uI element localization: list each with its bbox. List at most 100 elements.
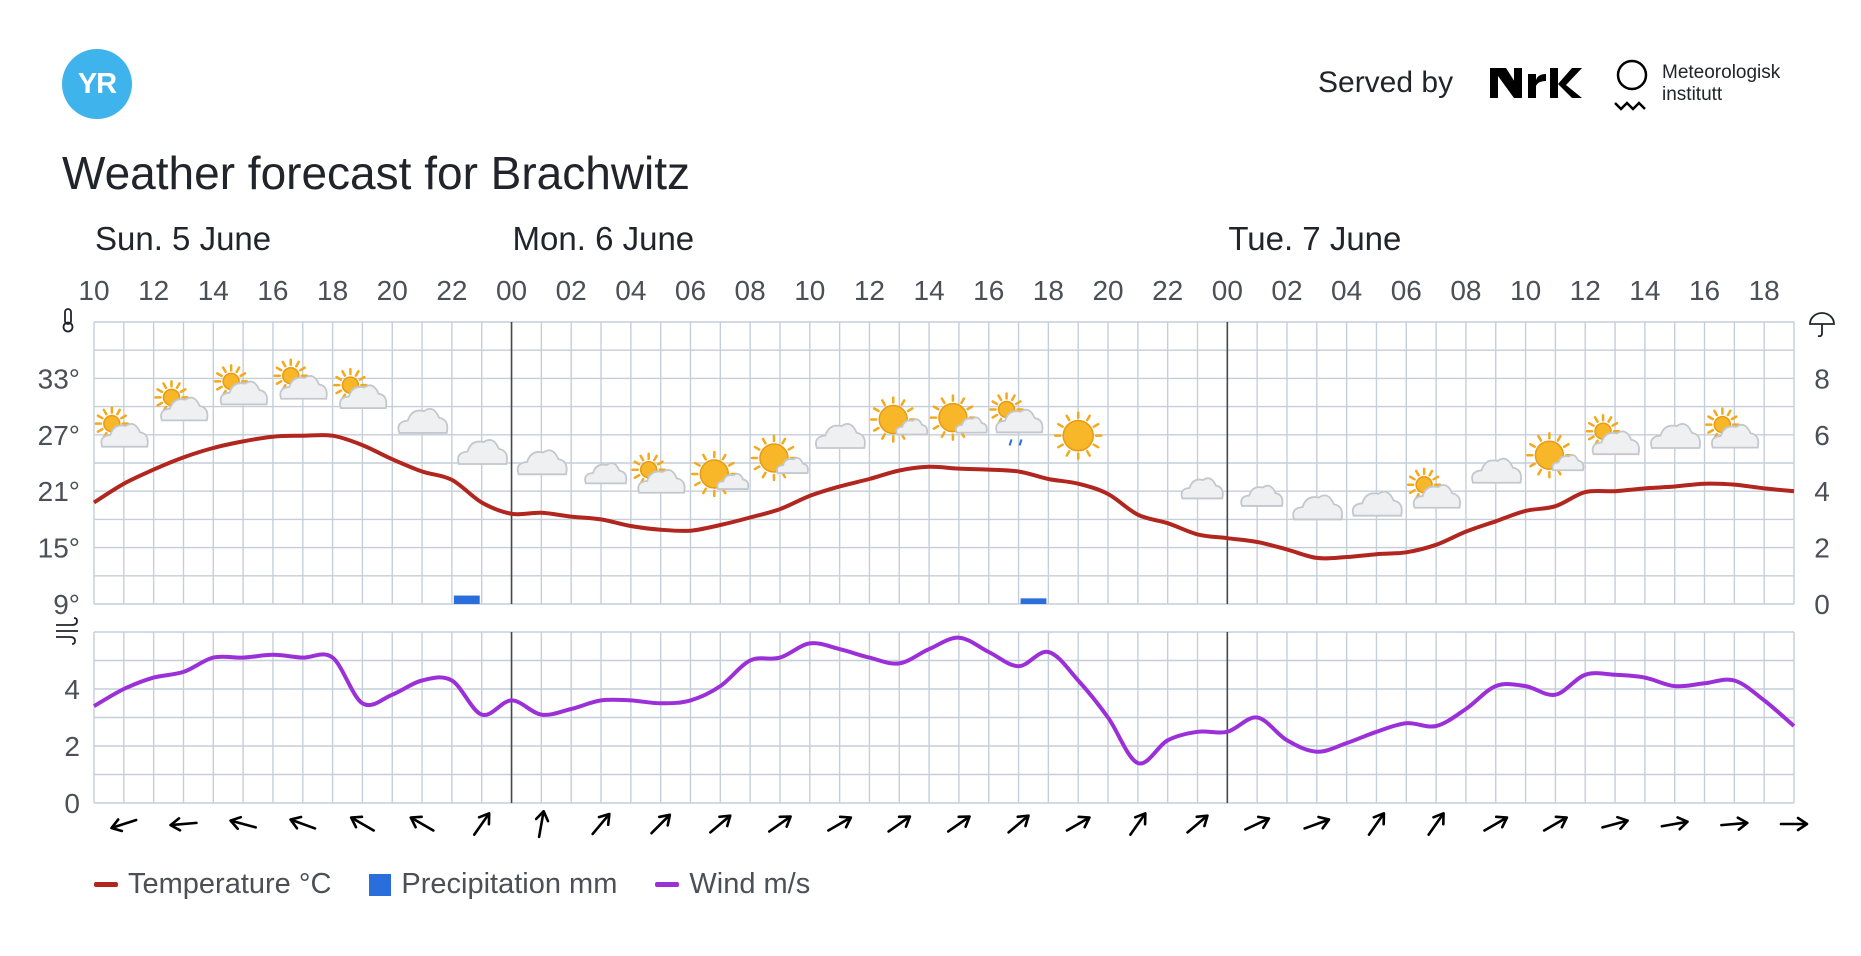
cloud-shape [160,396,209,422]
light-rain-showers-icon [989,392,1044,446]
wind-arrow-head [1372,812,1386,826]
hour-tick-label: 14 [1629,275,1660,306]
wind-direction-arrow [1779,816,1809,832]
precipitation-bar [1020,598,1047,604]
sun-ray [1529,442,1536,448]
yr-logo[interactable]: YR [62,49,132,119]
wind-direction-arrow [169,817,198,832]
hour-tick-label: 10 [78,275,109,306]
wind-line [93,635,1796,766]
partly-cloudy-day-icon [1585,413,1640,456]
moon-shape [1181,467,1191,486]
wind-arrow-head [1736,816,1749,831]
wind-icon-stroke [56,617,78,626]
wind-arrow-shaft [591,814,610,836]
thermometer-tube [64,308,72,325]
sun-ray [966,405,974,411]
cloud-shape [339,384,388,410]
sun-ray [639,454,645,462]
wind-icon-stroke [56,636,76,645]
temperature-tick-label: 33° [38,363,80,394]
wind-direction-arrow [1601,815,1629,831]
wind-arrow-shaft [1601,819,1627,829]
wind-direction-arrow [1065,815,1091,832]
sun-ray [940,397,946,405]
wind-direction-arrow [229,815,257,831]
legend-item-precipitation: Precipitation mm [369,868,617,901]
page-title: Weather forecast for Brachwitz [62,147,691,199]
sun-ray [694,481,701,487]
wind-arrow-head [1133,812,1147,826]
wind-arrow-shaft [946,816,970,833]
wind-direction-arrow [1186,814,1209,834]
sun-ray [872,407,880,413]
wind-direction-arrow [887,815,912,833]
temperature-tick-label: 9° [53,589,80,620]
wind-arrow-head [1317,815,1331,830]
umbrella-icon [1809,312,1835,338]
sun-ray [358,375,366,381]
sun-ray [1556,434,1562,442]
wind-direction-arrow [768,815,792,833]
sun-ray [753,465,761,471]
hour-tick-label: 10 [1510,275,1541,306]
legend-label-temperature: Temperature °C [128,868,332,900]
partly-cloudy-day-icon [213,364,268,406]
cloud-shape [279,375,328,400]
cloud-shape [716,472,750,490]
cloud-shape [1711,423,1760,449]
umbrella-handle [1817,324,1823,338]
wind-direction-arrow [1427,812,1445,836]
sun-ray [116,408,122,416]
partly-cloudy-day-icon [154,380,209,422]
wind-arrow-shaft [887,816,910,833]
wind-direction-arrow [1483,815,1509,832]
wind-direction-arrow [534,809,550,839]
sun-ray [881,399,887,407]
sun-ray [156,388,164,394]
sun-ray [1428,469,1434,477]
hour-tick-label: 18 [317,275,348,306]
sun-ray [1057,443,1064,449]
hour-tick-label: 14 [914,275,945,306]
cloud-shape [1591,430,1640,456]
sun-ray [787,445,795,451]
met-institutt-logo[interactable] [1612,58,1652,114]
served-by-label: Served by [1318,66,1454,99]
sun-ray [275,366,283,372]
nrk-logo[interactable] [1490,66,1584,98]
hour-tick-label: 04 [1331,275,1362,306]
sun-ray [281,360,287,368]
cloud-shape [1650,423,1701,449]
hour-tick-label: 08 [735,275,766,306]
sun-ray [1537,468,1543,476]
cloud-shape [584,462,628,485]
cloudy-icon [1650,423,1701,449]
wind-arrow-head [718,814,732,828]
sun-ray [335,375,343,381]
fair-day-icon [1526,431,1585,479]
wind-arrow-head [349,815,364,829]
wind-arrow-head [289,815,303,830]
chart-legend: Temperature °C Precipitation mm Wind m/s [94,868,848,901]
wind-direction-arrow [946,815,971,833]
partly-cloudy-day-icon [631,452,686,494]
wind-direction-arrow [349,815,375,832]
cloudy-icon [1292,494,1344,521]
wind-arrow-shaft [1542,817,1567,832]
wind-arrow-head [110,818,124,833]
hour-tick-label: 12 [1570,275,1601,306]
precipitation-tick-label: 0 [1814,589,1830,620]
hour-tick-label: 16 [973,275,1004,306]
sun-ray [991,413,999,419]
sun-ray [341,370,347,377]
sun-ray [881,432,887,440]
precipitation-tick-label: 4 [1814,476,1830,507]
hour-tick-label: 08 [1450,275,1481,306]
partly-cloudy-day-icon [273,358,328,400]
wind-arrow-shaft [1367,813,1385,836]
moon-shape [584,452,594,471]
fair-day-icon [929,394,988,441]
yr-logo-text: YR [77,67,117,100]
wind-arrow-shaft [411,817,435,832]
